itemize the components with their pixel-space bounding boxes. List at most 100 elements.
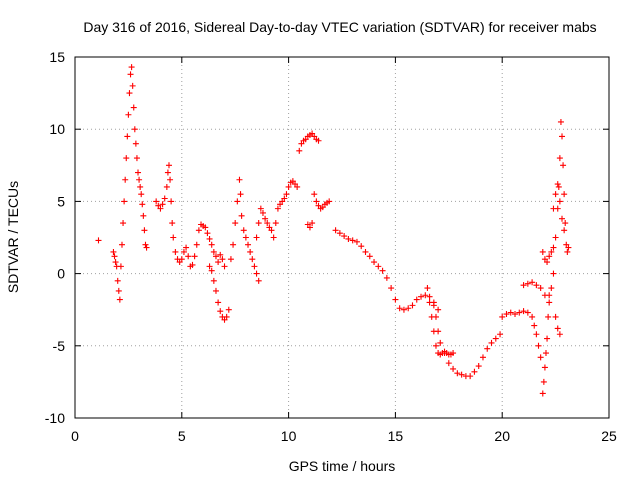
data-point bbox=[467, 373, 474, 380]
data-point bbox=[163, 183, 170, 190]
data-point bbox=[537, 354, 544, 361]
data-point bbox=[122, 176, 129, 183]
data-point bbox=[548, 285, 555, 292]
data-point bbox=[554, 325, 561, 332]
data-point bbox=[136, 176, 143, 183]
data-point bbox=[112, 259, 119, 266]
data-point bbox=[309, 220, 316, 227]
data-point bbox=[454, 370, 461, 377]
data-point bbox=[249, 256, 256, 263]
data-point bbox=[458, 371, 465, 378]
data-point bbox=[259, 209, 266, 216]
data-point bbox=[432, 313, 439, 320]
plot-frame bbox=[74, 56, 610, 419]
data-point bbox=[268, 227, 275, 234]
data-point bbox=[349, 237, 356, 244]
data-point bbox=[139, 201, 146, 208]
data-point bbox=[400, 306, 407, 313]
data-point bbox=[219, 256, 226, 263]
data-point bbox=[539, 248, 546, 255]
data-point bbox=[133, 155, 140, 162]
data-point bbox=[445, 360, 452, 367]
data-point bbox=[272, 220, 279, 227]
data-point bbox=[202, 224, 209, 231]
chart-title: Day 316 of 2016, Sidereal Day-to-day VTE… bbox=[83, 19, 596, 35]
data-point bbox=[405, 305, 412, 312]
data-point bbox=[479, 354, 486, 361]
data-point bbox=[542, 350, 549, 357]
data-point bbox=[126, 90, 133, 97]
data-point bbox=[539, 390, 546, 397]
data-point bbox=[559, 215, 566, 222]
data-point bbox=[251, 263, 258, 270]
data-point bbox=[111, 253, 118, 260]
data-point bbox=[531, 322, 538, 329]
data-point bbox=[545, 313, 552, 320]
data-point bbox=[121, 198, 128, 205]
y-tick-label: 5 bbox=[57, 193, 65, 209]
data-point bbox=[392, 296, 399, 303]
data-point bbox=[270, 234, 277, 241]
data-point bbox=[153, 198, 160, 205]
data-point bbox=[552, 191, 559, 198]
data-point bbox=[274, 205, 281, 212]
data-point bbox=[362, 248, 369, 255]
axis-tick-labels: 0 5 10 15 20 25 -10 -5 0 5 10 15 bbox=[45, 49, 617, 444]
data-point bbox=[503, 311, 510, 318]
data-point bbox=[210, 248, 217, 255]
data-point bbox=[131, 126, 138, 133]
data-point bbox=[240, 227, 247, 234]
data-point bbox=[497, 331, 504, 338]
data-point bbox=[225, 306, 232, 313]
data-point bbox=[189, 261, 196, 268]
data-point bbox=[208, 267, 215, 274]
data-point bbox=[409, 302, 416, 309]
data-point bbox=[236, 176, 243, 183]
data-point bbox=[296, 147, 303, 154]
data-point bbox=[524, 280, 531, 287]
data-point bbox=[180, 248, 187, 255]
data-point bbox=[306, 224, 313, 231]
data-point bbox=[564, 248, 571, 255]
y-axis-label: SDTVAR / TECUs bbox=[5, 181, 21, 293]
gridlines bbox=[75, 57, 609, 418]
data-point bbox=[164, 169, 171, 176]
data-point bbox=[435, 306, 442, 313]
data-point bbox=[227, 256, 234, 263]
data-point bbox=[388, 285, 395, 292]
data-point bbox=[237, 191, 244, 198]
data-point bbox=[488, 339, 495, 346]
data-point bbox=[135, 169, 142, 176]
data-point bbox=[128, 64, 135, 71]
data-point bbox=[157, 205, 164, 212]
x-tick-label: 15 bbox=[388, 428, 404, 444]
data-point bbox=[437, 339, 444, 346]
x-tick-label: 25 bbox=[601, 428, 617, 444]
data-point bbox=[210, 277, 217, 284]
data-point bbox=[379, 267, 386, 274]
data-point bbox=[142, 241, 149, 248]
data-point bbox=[138, 191, 145, 198]
data-point bbox=[450, 365, 457, 372]
data-point bbox=[193, 241, 200, 248]
data-point bbox=[165, 162, 172, 169]
data-point bbox=[115, 287, 122, 294]
data-point bbox=[424, 285, 431, 292]
data-point bbox=[238, 212, 245, 219]
data-point bbox=[548, 248, 555, 255]
data-point bbox=[234, 198, 241, 205]
data-point bbox=[125, 111, 132, 118]
data-point bbox=[499, 313, 506, 320]
data-point bbox=[178, 256, 185, 263]
data-point bbox=[358, 243, 365, 250]
data-point bbox=[230, 241, 237, 248]
data-point bbox=[206, 235, 213, 242]
data-point bbox=[191, 253, 198, 260]
data-point bbox=[353, 238, 360, 245]
data-point bbox=[253, 234, 260, 241]
data-point bbox=[283, 191, 290, 198]
y-tick-label: 15 bbox=[49, 49, 65, 65]
data-point bbox=[185, 253, 192, 260]
data-point bbox=[294, 183, 301, 190]
data-point bbox=[123, 155, 130, 162]
